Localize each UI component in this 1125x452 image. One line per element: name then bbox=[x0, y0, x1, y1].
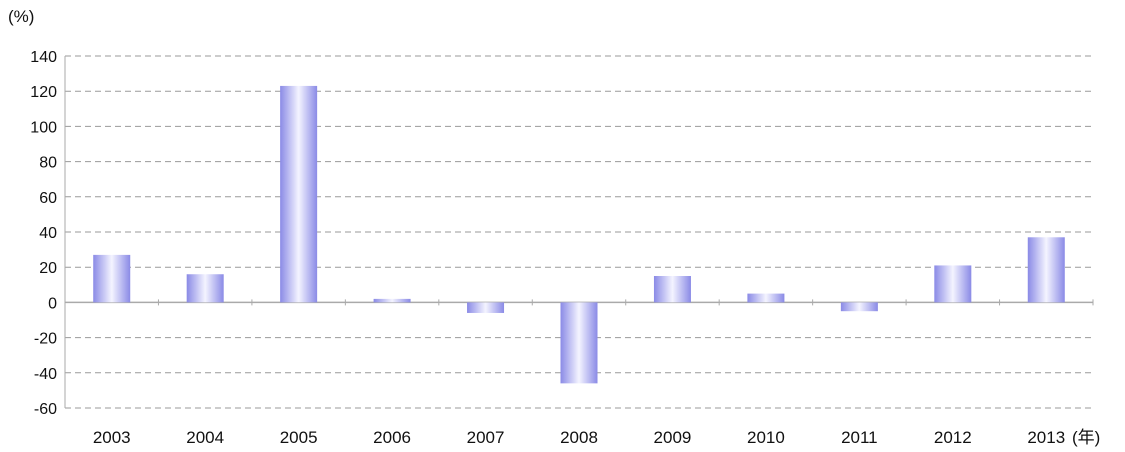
x-tick-label: 2012 bbox=[934, 428, 972, 447]
x-tick-label: 2004 bbox=[186, 428, 224, 447]
bar-2005 bbox=[280, 85, 318, 303]
x-tick-label: 2005 bbox=[280, 428, 318, 447]
x-tick-label: 2010 bbox=[747, 428, 785, 447]
x-tick-label: 2008 bbox=[560, 428, 598, 447]
bar-2010 bbox=[747, 293, 785, 303]
y-tick-label: 40 bbox=[39, 225, 57, 242]
bar-2003 bbox=[93, 254, 131, 303]
y-tick-label: -60 bbox=[34, 401, 57, 418]
y-tick-label: 140 bbox=[30, 49, 57, 66]
y-axis-label: (%) bbox=[8, 7, 34, 26]
bar-2004 bbox=[186, 274, 224, 303]
bar-2008 bbox=[560, 302, 598, 384]
y-tick-label: 80 bbox=[39, 155, 57, 172]
y-tick-label: -40 bbox=[34, 366, 57, 383]
x-tick-label: 2009 bbox=[654, 428, 692, 447]
y-tick-label: 100 bbox=[30, 119, 57, 136]
x-tick-labels: 2003 2004 2005 2006 2007 2008 2009 2010 2011 2012… bbox=[93, 428, 1065, 447]
bar-2006 bbox=[373, 298, 411, 303]
bar-2013 bbox=[1027, 237, 1065, 303]
bars bbox=[93, 85, 1065, 384]
x-tick-label: 2007 bbox=[467, 428, 505, 447]
y-tick-label: -20 bbox=[34, 331, 57, 348]
bar-2009 bbox=[653, 276, 691, 303]
y-tick-label: 20 bbox=[39, 260, 57, 277]
y-tick-label: 60 bbox=[39, 190, 57, 207]
y-tick-labels: 140 120 100 80 60 40 20 0 -20 -40 -60 bbox=[30, 49, 57, 418]
x-axis-label: (年) bbox=[1072, 428, 1100, 447]
bar-2007 bbox=[467, 302, 505, 313]
y-tick-label: 0 bbox=[48, 295, 57, 312]
x-tick-label: 2013 bbox=[1027, 428, 1065, 447]
x-tick-label: 2003 bbox=[93, 428, 131, 447]
bar-2012 bbox=[934, 265, 972, 303]
x-tick-label: 2011 bbox=[841, 428, 878, 447]
y-tick-label: 120 bbox=[30, 84, 57, 101]
bar-2011 bbox=[840, 302, 878, 312]
x-tick-label: 2006 bbox=[373, 428, 411, 447]
